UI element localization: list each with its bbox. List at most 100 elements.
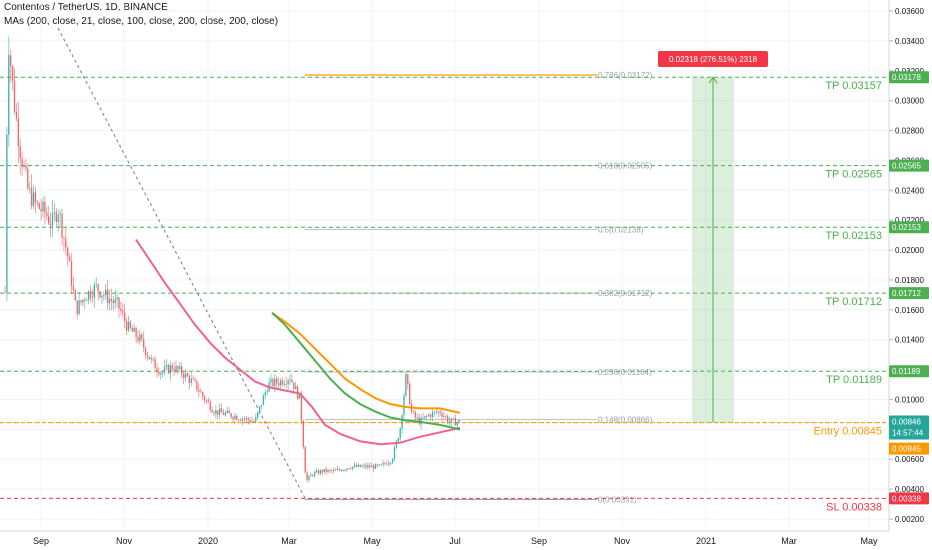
candle-body: [224, 412, 227, 415]
x-tick-label: Nov: [116, 536, 133, 546]
candle-body: [84, 299, 86, 301]
candle-body: [241, 418, 244, 421]
candle-body: [76, 300, 78, 315]
candle-body: [293, 382, 295, 390]
candle-body: [243, 418, 246, 420]
candle-body: [450, 418, 453, 422]
candle-body: [74, 290, 76, 301]
price-tag: [889, 71, 929, 84]
candle-body: [124, 312, 126, 322]
y-tick-label: 0.01800: [895, 276, 924, 285]
candle-body: [247, 417, 249, 421]
candle-body: [403, 395, 405, 416]
candle-body: [21, 158, 23, 167]
candle-body: [272, 379, 274, 387]
ma-legend: MAs (200, close, 21, close, 100, close, …: [4, 16, 279, 27]
candle-body: [315, 470, 318, 473]
candle-body: [144, 347, 147, 356]
candle-body: [32, 192, 35, 206]
candle-body: [152, 358, 154, 359]
candle-body: [352, 466, 354, 469]
price-tag-label: 0.01712: [892, 289, 921, 298]
candle-body: [42, 201, 44, 212]
candle-body: [38, 203, 40, 209]
candle-body: [276, 378, 278, 384]
candle-body: [219, 408, 221, 415]
candle-body: [395, 441, 398, 448]
candle-body: [393, 447, 396, 460]
candle-body: [135, 328, 137, 338]
candle-body: [399, 428, 401, 439]
y-tick-label: 0.02200: [895, 216, 924, 225]
target-lines: [0, 76, 888, 499]
candle-body: [314, 472, 316, 476]
price-tag: [889, 492, 929, 505]
candle-body: [295, 386, 297, 390]
measure-box: 0.02318 (276.51%) 2318: [658, 51, 768, 423]
candle-body: [87, 291, 90, 300]
candle-body: [277, 383, 280, 386]
y-tick-label: 0.03000: [895, 97, 924, 106]
candle-body: [334, 470, 337, 471]
candle-body: [201, 391, 204, 397]
candle-body: [171, 365, 173, 370]
candle-body: [458, 419, 460, 423]
candle-body: [222, 412, 225, 415]
y-tick-label: 0.01400: [895, 336, 924, 345]
y-tick-label: 0.03600: [895, 7, 924, 16]
candle-body: [397, 438, 399, 442]
candle-body: [160, 372, 162, 375]
candle-body: [234, 415, 236, 420]
candle-body: [29, 187, 31, 189]
candles: [4, 36, 460, 483]
candle-body: [8, 55, 10, 135]
fib-label: 0.5(0.02138): [598, 225, 644, 234]
candle-body: [99, 291, 101, 298]
candle-body: [165, 365, 168, 367]
candle-body: [431, 411, 434, 418]
candle-body: [80, 300, 82, 303]
price-tag: [889, 221, 929, 234]
target-label: TP 0.01712: [825, 296, 882, 308]
candle-body: [435, 411, 437, 413]
candle-body: [308, 475, 310, 481]
candle-body: [287, 380, 289, 384]
candle-body: [329, 469, 331, 471]
candle-body: [257, 412, 259, 418]
candle-body: [251, 421, 253, 423]
candle-body: [409, 383, 411, 404]
candle-body: [162, 372, 164, 374]
y-tick-label: 0.02800: [895, 127, 924, 136]
candle-body: [203, 396, 206, 401]
candle-body: [192, 378, 194, 380]
candle-body: [148, 356, 151, 360]
candle-body: [302, 420, 304, 448]
candle-body: [198, 389, 200, 392]
candle-body: [401, 415, 403, 429]
candle-body: [439, 411, 441, 414]
candle-body: [359, 464, 361, 467]
candle-body: [285, 383, 287, 385]
price-tag-label: 0.02153: [892, 223, 921, 232]
time-axis[interactable]: Sep Nov 2020 Mar May Jul Sep Nov 2021 Mar May: [0, 530, 889, 546]
candle-body: [331, 470, 333, 472]
candle-body: [441, 413, 443, 417]
price-tag-label: 0.01189: [892, 367, 921, 376]
candle-body: [105, 289, 107, 296]
x-tick-label: 2020: [198, 536, 218, 546]
fib-label: 0.786(0.03172): [598, 71, 653, 80]
candle-body: [228, 410, 230, 414]
candle-body: [154, 358, 156, 369]
candle-body: [59, 213, 61, 216]
candle-body: [89, 291, 92, 298]
target-label: TP 0.02153: [825, 230, 882, 242]
candle-body: [433, 411, 436, 413]
candle-body: [139, 334, 141, 342]
last-price-label: 0.00846: [892, 417, 921, 426]
x-tick-label: Nov: [614, 536, 631, 546]
candle-body: [86, 299, 88, 301]
candle-body: [46, 212, 48, 217]
candle-body: [131, 327, 133, 332]
measure-info-label: 0.02318 (276.51%) 2318: [669, 55, 758, 64]
